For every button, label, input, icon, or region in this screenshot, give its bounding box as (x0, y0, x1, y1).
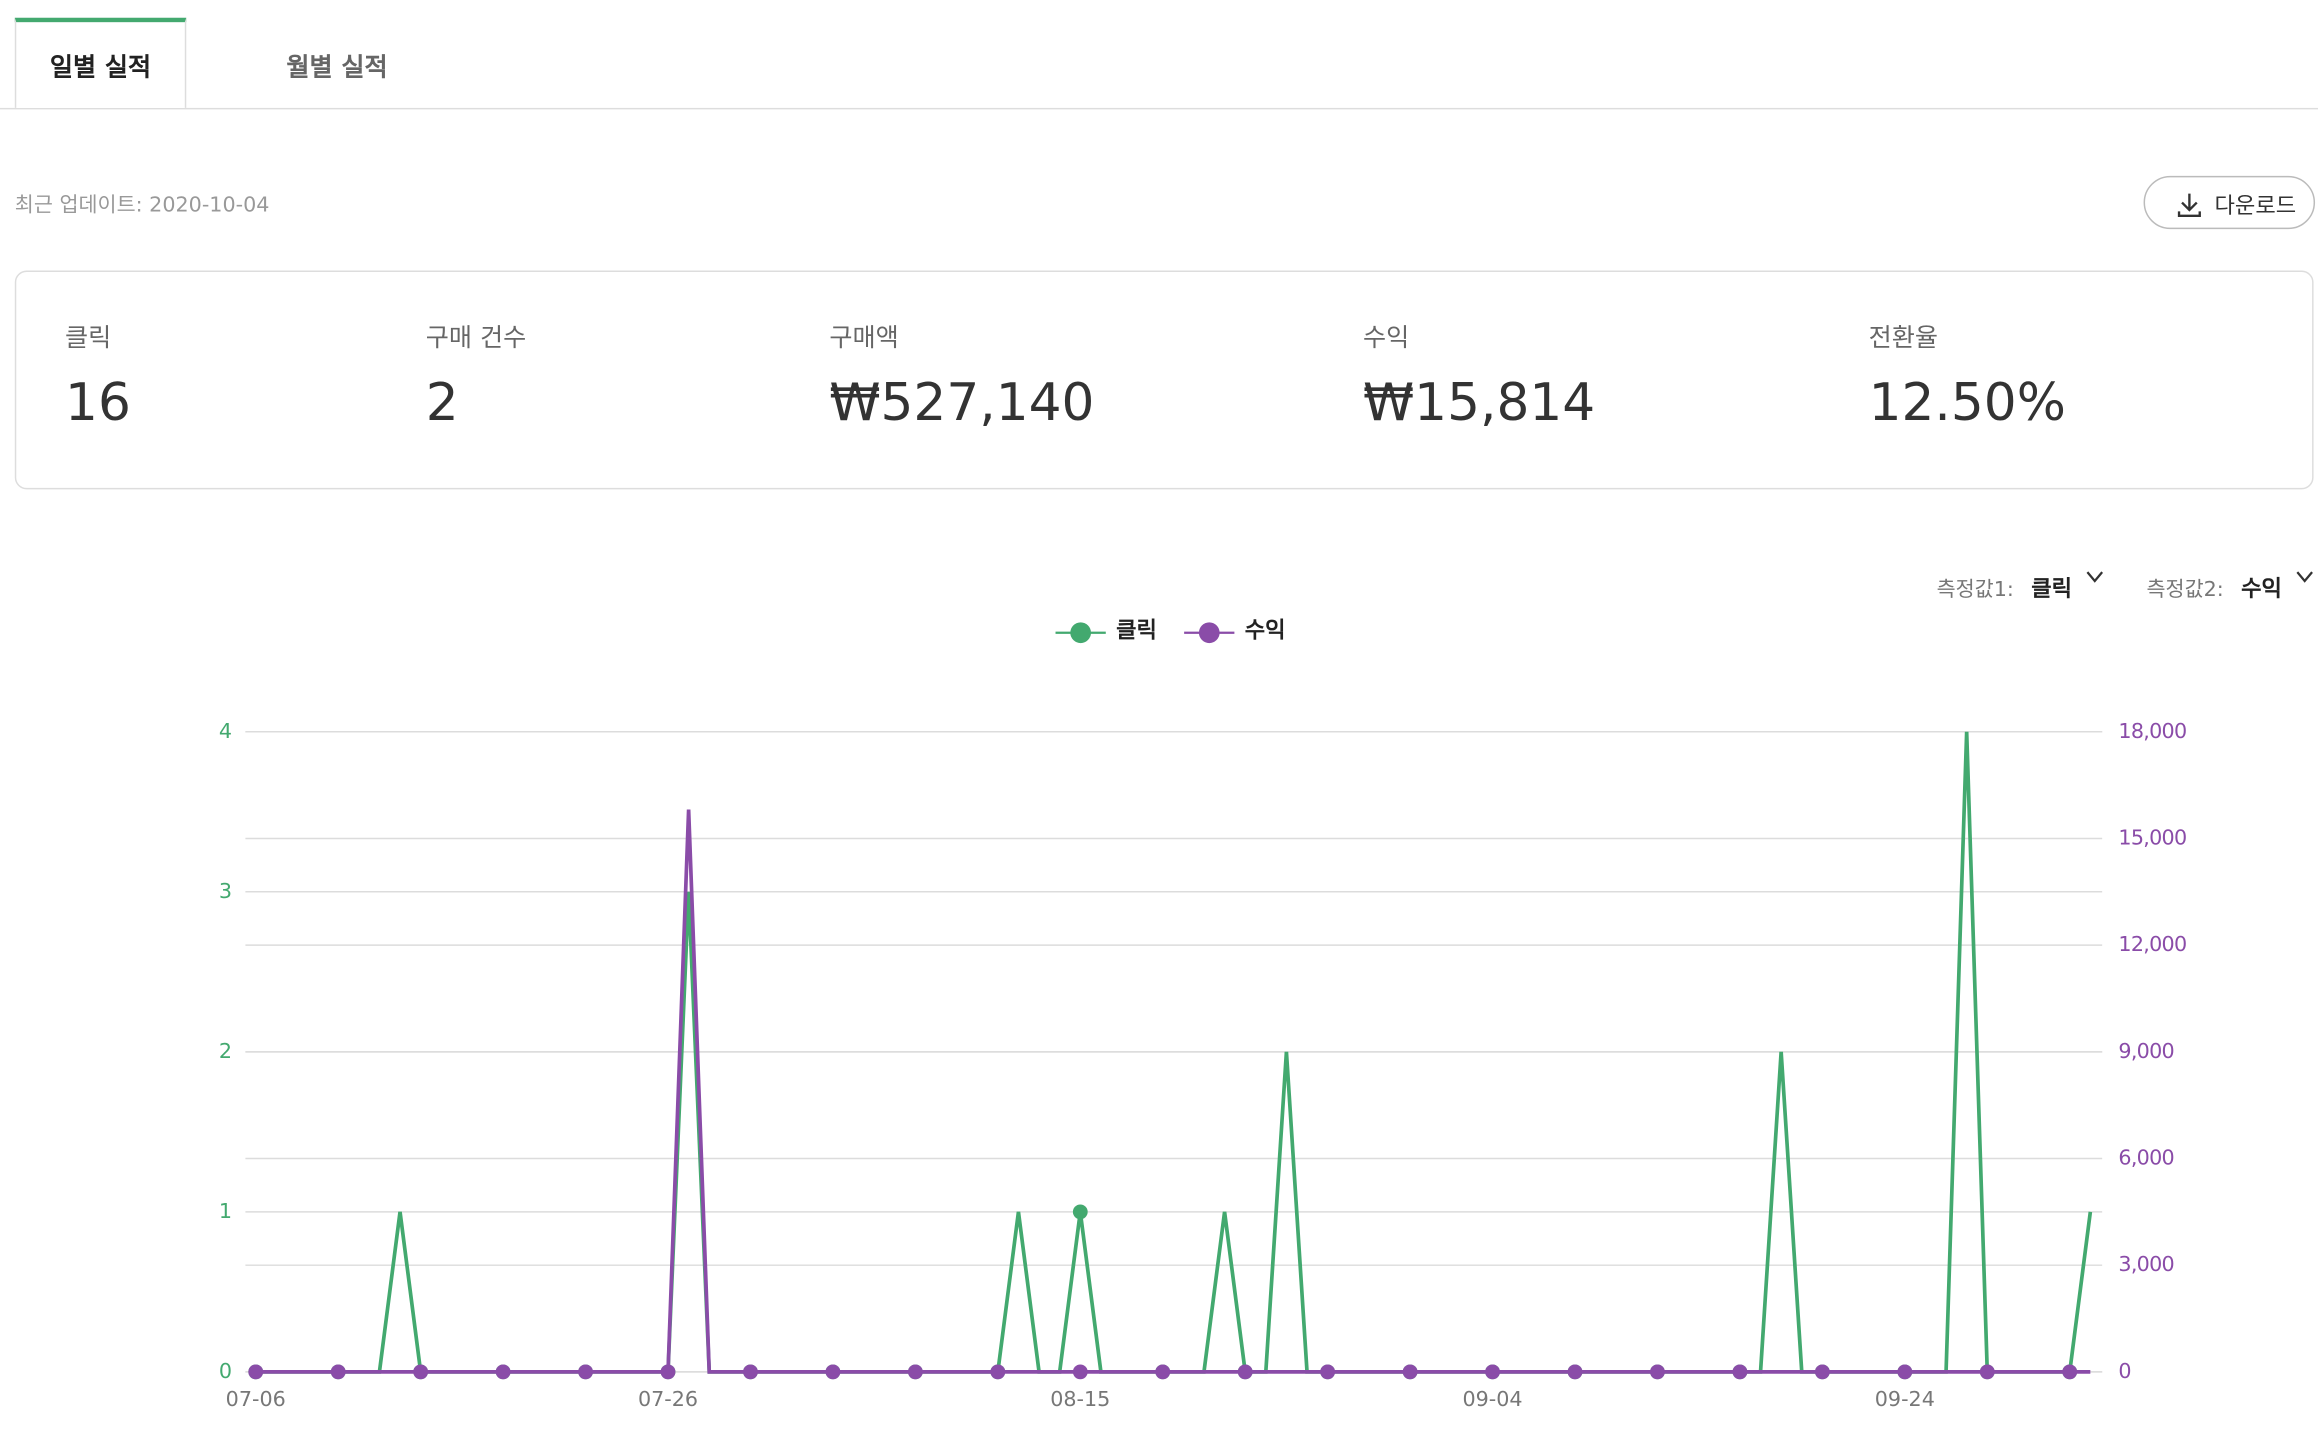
marker (1897, 1364, 1913, 1380)
stat-label: 전환율 (1868, 323, 1938, 354)
tab-active[interactable] (14, 17, 187, 108)
y-tick-label: 3 (219, 879, 232, 903)
download-button[interactable]: 다운로드 (2143, 175, 2316, 230)
marker (248, 1364, 264, 1380)
x-tick-label: 08-15 (1050, 1387, 1110, 1411)
stat-label: 구매액 (829, 323, 899, 354)
marker (413, 1364, 429, 1380)
marker (330, 1364, 346, 1380)
marker (578, 1364, 593, 1380)
marker (990, 1364, 1006, 1380)
legend-label: 수익 (1245, 618, 1286, 644)
x-tick-label: 09-24 (1875, 1387, 1935, 1411)
marker (907, 1364, 923, 1380)
y2-tick-label: 0 (2118, 1359, 2130, 1383)
measure-label: 측정값1: (1936, 578, 2014, 602)
chart: 0 1 2 3 4 0 3,000 6,000 9,000 12,000 15,000 18,000 0… (219, 618, 2187, 1411)
y2-tick-label: 3,000 (2118, 1252, 2174, 1276)
marker (1485, 1364, 1500, 1380)
marker (1979, 1364, 1995, 1380)
marker (1320, 1364, 1336, 1380)
legend-label: 클릭 (1116, 618, 1157, 644)
stat-label: 구매 건수 (425, 323, 527, 354)
stat-value: 2 (425, 374, 459, 434)
y-tick-label: 1 (219, 1199, 232, 1223)
tab-label[interactable]: 일별 실적 (49, 53, 152, 83)
marker (825, 1364, 841, 1380)
y2-tick-label: 12,000 (2118, 932, 2186, 956)
stat-value: 12.50% (1868, 374, 2066, 434)
marker (1567, 1364, 1583, 1380)
marker (1155, 1364, 1171, 1380)
marker (1072, 1364, 1088, 1380)
y-tick-label: 2 (219, 1039, 232, 1063)
marker (495, 1364, 511, 1380)
series-line (255, 809, 2091, 1374)
marker (1814, 1364, 1830, 1380)
marker (1237, 1364, 1253, 1380)
marker (1072, 1204, 1088, 1220)
marker (1402, 1364, 1418, 1380)
measure-value[interactable]: 수익 (2241, 575, 2282, 602)
stats-card (14, 270, 2314, 490)
y-tick-label: 4 (219, 719, 232, 743)
stat-label: 수익 (1363, 323, 1410, 354)
y2-tick-label: 9,000 (2118, 1039, 2174, 1063)
measure-label: 측정값2: (2146, 578, 2224, 602)
marker (660, 1364, 676, 1380)
legend-marker (1070, 622, 1092, 644)
y-tick-label: 0 (219, 1359, 232, 1383)
tab-label[interactable]: 월별 실적 (286, 53, 388, 83)
x-tick-label: 09-04 (1462, 1387, 1522, 1411)
chevron[interactable] (2084, 566, 2105, 593)
marker (743, 1364, 758, 1380)
measure-value[interactable]: 클릭 (2031, 575, 2073, 602)
stat-value: ₩527,140 (829, 374, 1095, 434)
legend-marker (1198, 622, 1220, 644)
stat-value: ₩15,814 (1363, 374, 1596, 434)
tab-underline (0, 107, 2318, 110)
y2-tick-label: 15,000 (2118, 825, 2186, 849)
y2-tick-label: 18,000 (2118, 719, 2186, 743)
marker (1650, 1364, 1665, 1380)
update-text: 최근 업데이트: 2020-10-04 (14, 193, 270, 218)
marker (1732, 1364, 1748, 1380)
x-tick-label: 07-06 (226, 1387, 286, 1411)
x-tick-label: 07-26 (638, 1387, 698, 1411)
y2-tick-label: 6,000 (2118, 1146, 2174, 1170)
stat-label: 클릭 (65, 323, 112, 354)
download-icon (2177, 193, 2201, 218)
chevron[interactable] (2294, 566, 2315, 593)
marker (2062, 1364, 2078, 1380)
download-label[interactable]: 다운로드 (2214, 192, 2297, 219)
stat-value: 16 (65, 374, 131, 434)
